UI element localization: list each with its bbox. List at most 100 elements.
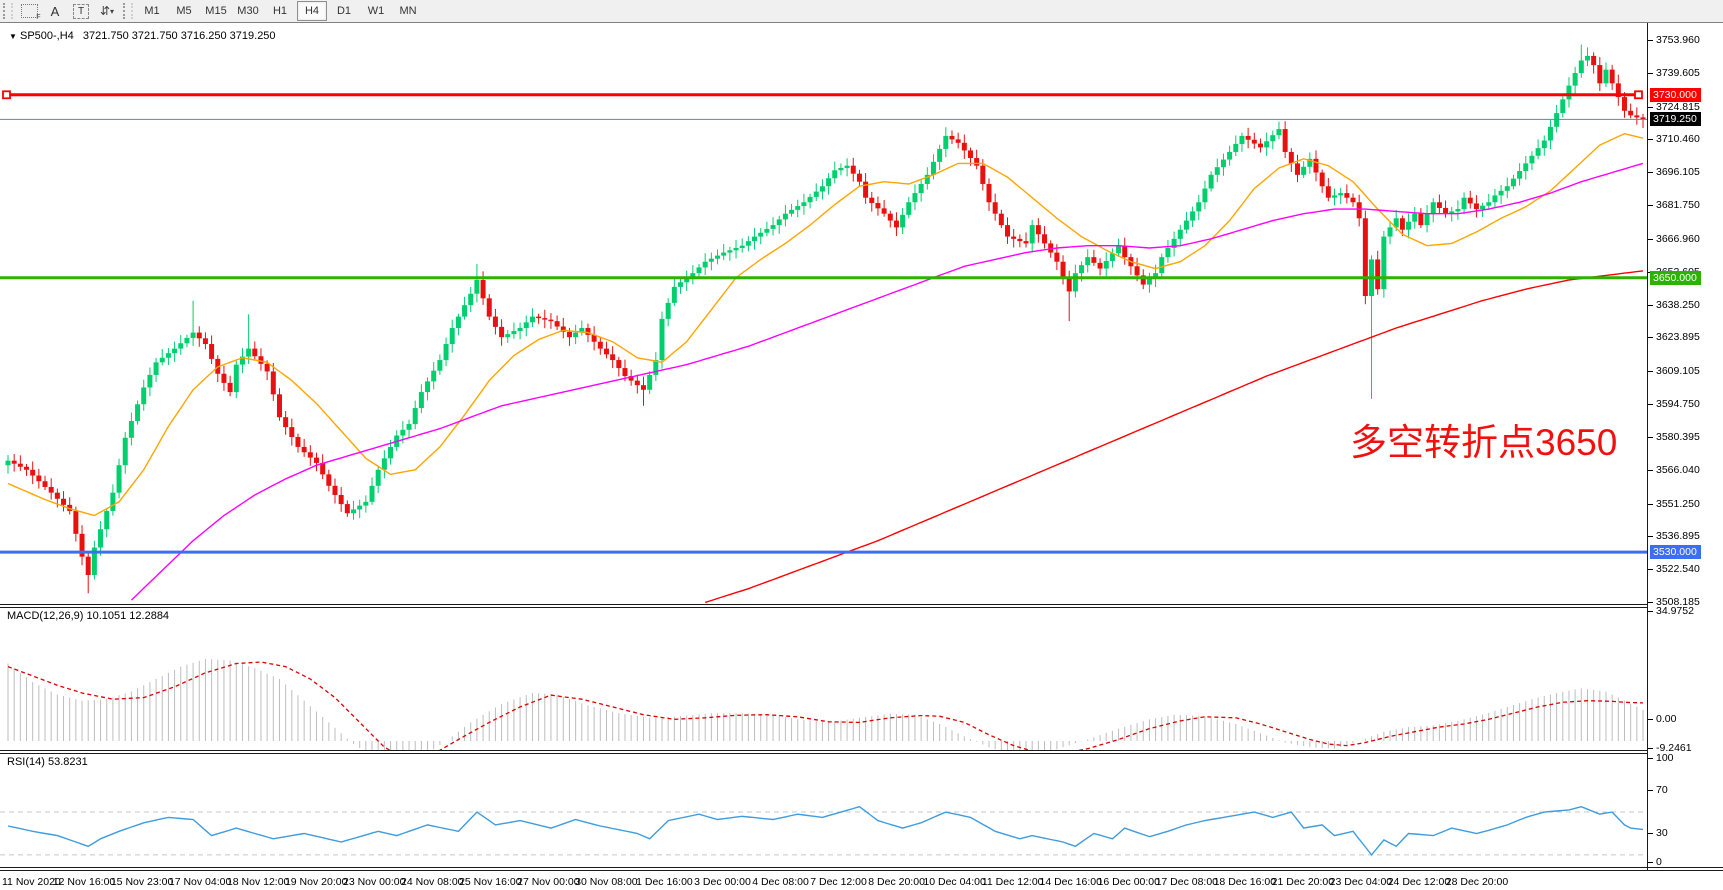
price-tag-3530.000: 3530.000 (1650, 545, 1701, 560)
time-label-11: 1 Dec 16:00 (636, 876, 693, 888)
price-tag-3730.000: 3730.000 (1650, 87, 1701, 102)
rsi-tick-100: 100 (1656, 751, 1674, 764)
price-pane[interactable] (0, 24, 1648, 605)
price-tick-3536.895: 3536.895 (1656, 530, 1700, 543)
ohlc-values: 3721.750 3721.750 3716.250 3719.250 (82, 30, 276, 42)
price-tick-3609.105-tick (1648, 371, 1653, 373)
time-label-15: 8 Dec 20:00 (868, 876, 925, 888)
time-axis-border (0, 867, 1723, 871)
macd-tick-0.00: 0.00 (1656, 713, 1677, 725)
letter-t-glyph: T (73, 3, 89, 19)
macd-pane[interactable] (0, 608, 1648, 750)
price-tick-3508.185: 3508.185 (1656, 596, 1700, 608)
template-grid-icon[interactable]: F (17, 1, 41, 21)
time-label-1: 12 Nov 16:00 (52, 876, 116, 888)
text-box-icon[interactable]: T (69, 1, 93, 21)
timeframe-button-M30[interactable]: M30 (237, 5, 259, 17)
timeframe-button-group: M1 M5 M15 M30 H1 H4 D1 W1 MN (136, 1, 424, 21)
time-label-4: 18 Nov 12:00 (226, 876, 290, 888)
chart-annotation-text: 多空转折点3650 (1350, 422, 1618, 463)
time-label-12: 3 Dec 00:00 (694, 876, 751, 888)
toolbar-grip-2[interactable] (123, 3, 133, 19)
time-label-24: 24 Dec 12:00 (1387, 876, 1451, 888)
price-tick-3609.105: 3609.105 (1656, 365, 1700, 378)
price-tick-3753.960: 3753.960 (1656, 34, 1700, 46)
macd-label: MACD(12,26,9) 10.1051 12.2884 (7, 610, 170, 622)
macd-tick--9.2461-tick (1648, 747, 1653, 749)
price-tick-3580.395: 3580.395 (1656, 430, 1700, 443)
time-label-14: 7 Dec 12:00 (810, 876, 867, 888)
rsi-tick-70-tick (1648, 790, 1653, 792)
price-tick-3566.040-tick (1648, 469, 1653, 471)
price-tick-3666.960-tick (1648, 238, 1653, 240)
rsi-tick-30: 30 (1656, 826, 1668, 839)
macd-tick-34.9752: 34.9752 (1656, 604, 1694, 617)
symbol-period-label: SP500-,H4 (19, 30, 74, 42)
dropdown-caret-icon[interactable]: ▾ (110, 6, 115, 16)
collapse-triangle-icon[interactable]: ▼ (9, 32, 17, 41)
ma-fast-orange (7, 132, 1644, 517)
time-label-3: 17 Nov 04:00 (168, 876, 232, 888)
time-label-20: 17 Dec 08:00 (1155, 876, 1219, 888)
time-label-13: 4 Dec 08:00 (752, 876, 809, 888)
time-label-23: 23 Dec 04:00 (1329, 876, 1393, 888)
price-tick-3522.540-tick (1648, 569, 1653, 571)
timeframe-button-H4[interactable]: H4 (297, 1, 327, 21)
timeframe-button-MN[interactable]: MN (399, 5, 417, 17)
macd-tick-34.9752-tick (1648, 610, 1653, 612)
rsi-label: RSI(14) 53.8231 (7, 756, 88, 768)
price-tick-3681.750-tick (1648, 205, 1653, 207)
time-label-2: 15 Nov 23:00 (110, 876, 174, 888)
toolbar: F A T ⇵ ▾ M1 M5 M15 M30 H1 H4 D1 W1 MN (0, 0, 1723, 23)
time-label-16: 10 Dec 04:00 (923, 876, 986, 888)
price-tick-3696.105: 3696.105 (1656, 166, 1700, 179)
timeframe-button-M1[interactable]: M1 (144, 5, 160, 17)
time-label-17: 11 Dec 12:00 (981, 876, 1044, 888)
time-label-6: 23 Nov 00:00 (343, 876, 406, 888)
time-label-19: 16 Dec 00:00 (1097, 876, 1160, 888)
price-tick-3536.895-tick (1648, 536, 1653, 538)
time-label-18: 14 Dec 16:00 (1039, 876, 1102, 888)
price-tick-3638.250: 3638.250 (1656, 298, 1700, 311)
timeframe-button-D1[interactable]: D1 (336, 5, 352, 17)
rsi-pane[interactable] (0, 754, 1648, 867)
arrange-arrows-icon[interactable]: ⇵ ▾ (95, 1, 119, 21)
price-tick-3580.395-tick (1648, 436, 1653, 438)
rsi-tick-0-tick (1648, 861, 1653, 863)
rsi-tick-30-tick (1648, 832, 1653, 834)
price-tick-3710.460-tick (1648, 139, 1653, 141)
timeframe-button-M15[interactable]: M15 (205, 5, 227, 17)
price-tick-3594.750: 3594.750 (1656, 398, 1700, 411)
price-tick-3623.895: 3623.895 (1656, 331, 1700, 344)
price-tick-3566.040: 3566.040 (1656, 463, 1700, 476)
time-label-21: 18 Dec 16:00 (1213, 876, 1277, 888)
price-tick-3753.960-tick (1648, 40, 1653, 41)
letter-a-glyph: A (50, 3, 60, 19)
pane-splitter-rsi[interactable] (0, 750, 1648, 754)
rsi-tick-70: 70 (1656, 784, 1668, 797)
timeframe-button-M5[interactable]: M5 (176, 5, 192, 17)
time-label-5: 19 Nov 20:00 (284, 876, 348, 888)
pane-splitter-macd[interactable] (0, 604, 1648, 608)
template-grid-icon-glyph: F (20, 4, 41, 21)
time-label-0: 11 Nov 2020 (2, 876, 61, 888)
price-tick-3623.895-tick (1648, 337, 1653, 339)
price-tick-3724.815: 3724.815 (1656, 100, 1700, 113)
price-tick-3551.250: 3551.250 (1656, 497, 1700, 510)
toolbar-grip[interactable] (3, 3, 13, 19)
timeframe-button-W1[interactable]: W1 (367, 5, 385, 17)
price-tick-3710.460: 3710.460 (1656, 133, 1700, 146)
price-tick-3696.105-tick (1648, 172, 1653, 174)
text-label-icon[interactable]: A (43, 1, 67, 21)
macd-tick--9.2461: -9.2461 (1656, 741, 1692, 754)
rsi-tick-0: 0 (1656, 855, 1662, 868)
timeframe-button-H1[interactable]: H1 (272, 5, 288, 17)
chart-window: ▼ SP500-,H4 3721.750 3721.750 3716.250 3… (0, 22, 1723, 890)
price-tick-3666.960: 3666.960 (1656, 232, 1700, 245)
time-label-8: 25 Nov 16:00 (459, 876, 522, 888)
price-tick-3508.185-tick (1648, 602, 1653, 603)
macd-tick-0.00-tick (1648, 719, 1653, 720)
chart-title: ▼ SP500-,H4 3721.750 3721.750 3716.250 3… (9, 30, 276, 42)
time-label-7: 24 Nov 08:00 (401, 876, 464, 888)
